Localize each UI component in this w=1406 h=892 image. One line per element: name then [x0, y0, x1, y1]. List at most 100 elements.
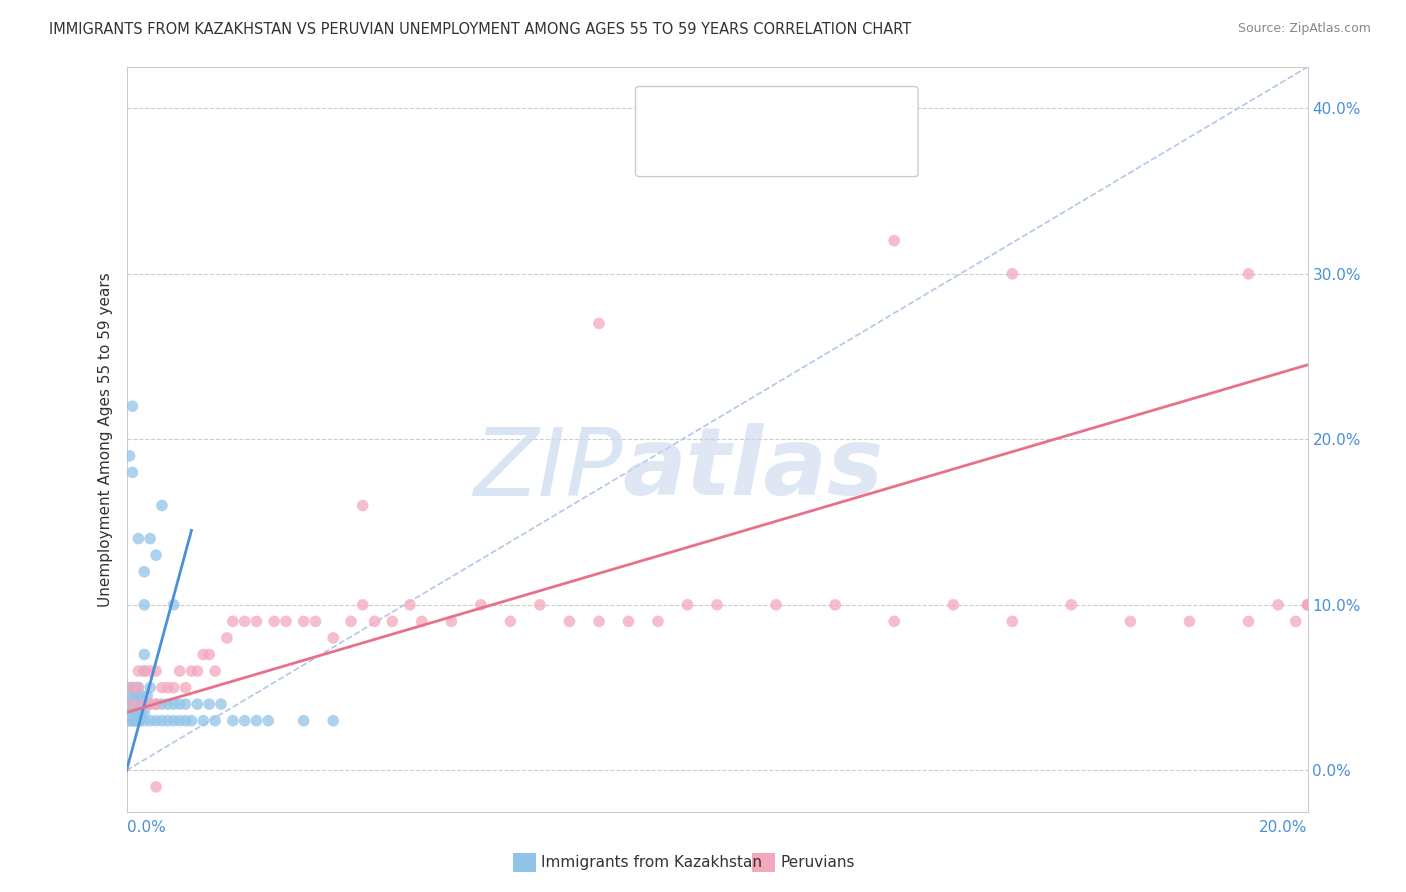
- Point: [440, 615, 463, 629]
- Point: [169, 664, 191, 678]
- Point: [121, 714, 143, 728]
- Point: [1285, 615, 1308, 629]
- Point: [122, 689, 145, 703]
- Point: [156, 697, 179, 711]
- Point: [381, 615, 404, 629]
- Point: [352, 598, 374, 612]
- Point: [193, 714, 215, 728]
- Point: [363, 615, 385, 629]
- Point: [1237, 267, 1260, 281]
- Point: [134, 714, 156, 728]
- Point: [145, 548, 167, 562]
- Point: [163, 598, 186, 612]
- Point: [322, 631, 344, 645]
- Text: Immigrants from Kazakhstan: Immigrants from Kazakhstan: [541, 855, 762, 870]
- Point: [180, 714, 202, 728]
- Point: [127, 664, 149, 678]
- Point: [145, 714, 167, 728]
- Point: [150, 499, 173, 513]
- Y-axis label: Unemployment Among Ages 55 to 59 years: Unemployment Among Ages 55 to 59 years: [97, 272, 112, 607]
- Point: [124, 689, 146, 703]
- Point: [198, 697, 221, 711]
- Point: [499, 615, 522, 629]
- Point: [1296, 598, 1319, 612]
- Point: [1001, 615, 1024, 629]
- Point: [127, 532, 149, 546]
- Point: [118, 449, 141, 463]
- Point: [156, 681, 179, 695]
- Point: [163, 697, 186, 711]
- Text: 20.0%: 20.0%: [1260, 820, 1308, 835]
- Point: [824, 598, 846, 612]
- Point: [1178, 615, 1201, 629]
- Point: [180, 664, 202, 678]
- Text: Peruvians: Peruvians: [780, 855, 855, 870]
- Point: [121, 697, 143, 711]
- Point: [118, 697, 141, 711]
- Point: [676, 598, 699, 612]
- Point: [145, 780, 167, 794]
- Point: [245, 714, 267, 728]
- Point: [127, 681, 149, 695]
- Point: [174, 681, 197, 695]
- Point: [186, 697, 208, 711]
- Point: [647, 615, 669, 629]
- Point: [134, 664, 156, 678]
- Point: [1119, 615, 1142, 629]
- Point: [156, 714, 179, 728]
- Text: ZIP: ZIP: [472, 424, 623, 515]
- Point: [128, 697, 150, 711]
- Point: [304, 615, 326, 629]
- Point: [163, 714, 186, 728]
- Point: [125, 714, 148, 728]
- Point: [1267, 598, 1289, 612]
- Point: [209, 697, 232, 711]
- Point: [145, 697, 167, 711]
- Point: [292, 714, 315, 728]
- Point: [124, 681, 146, 695]
- Point: [169, 697, 191, 711]
- Point: [1237, 615, 1260, 629]
- Point: [134, 697, 156, 711]
- Point: [118, 681, 141, 695]
- Point: [322, 714, 344, 728]
- Text: 0.0%: 0.0%: [127, 820, 166, 835]
- Point: [340, 615, 363, 629]
- Point: [942, 598, 965, 612]
- Point: [198, 648, 221, 662]
- Point: [215, 631, 238, 645]
- Point: [1296, 598, 1319, 612]
- Point: [529, 598, 551, 612]
- Point: [134, 648, 156, 662]
- Point: [139, 697, 162, 711]
- Text: R = 0.281   N = 63: R = 0.281 N = 63: [681, 106, 832, 120]
- Point: [121, 681, 143, 695]
- Point: [121, 697, 143, 711]
- Point: [222, 714, 245, 728]
- Point: [245, 615, 267, 629]
- Point: [163, 681, 186, 695]
- Point: [257, 714, 280, 728]
- Point: [139, 697, 162, 711]
- Point: [136, 689, 159, 703]
- Point: [145, 697, 167, 711]
- Text: IMMIGRANTS FROM KAZAKHSTAN VS PERUVIAN UNEMPLOYMENT AMONG AGES 55 TO 59 YEARS CO: IMMIGRANTS FROM KAZAKHSTAN VS PERUVIAN U…: [49, 22, 911, 37]
- Point: [588, 317, 610, 331]
- Point: [174, 697, 197, 711]
- Point: [128, 714, 150, 728]
- Point: [118, 714, 141, 728]
- Point: [588, 615, 610, 629]
- Point: [120, 697, 142, 711]
- Point: [121, 399, 143, 413]
- Point: [124, 706, 146, 720]
- Point: [121, 466, 143, 480]
- Point: [706, 598, 728, 612]
- Point: [352, 499, 374, 513]
- Point: [121, 706, 143, 720]
- Point: [222, 615, 245, 629]
- Point: [1060, 598, 1083, 612]
- Point: [174, 714, 197, 728]
- Text: atlas: atlas: [623, 423, 884, 515]
- Point: [274, 615, 297, 629]
- Point: [139, 664, 162, 678]
